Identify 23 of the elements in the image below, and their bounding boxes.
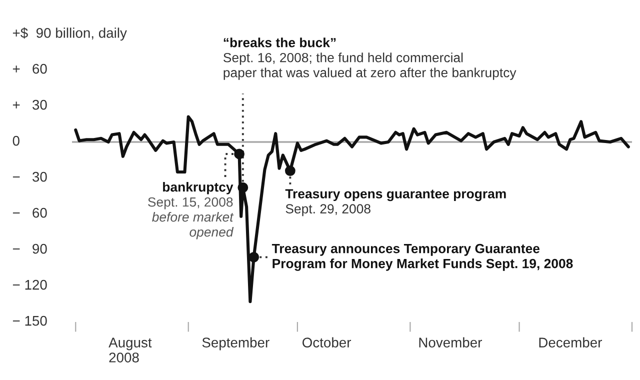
line-series — [74, 115, 630, 304]
point — [284, 166, 296, 176]
x-tick-label: November — [419, 337, 482, 348]
x-tick-label: October — [302, 337, 352, 348]
x-tick-label: September — [202, 337, 270, 350]
y-tick-label: 0 — [12, 136, 20, 146]
x-tick-label: August 2008 — [108, 338, 152, 362]
x-tick-label: December — [539, 337, 602, 348]
y-tick-label: +$ 90 billion, daily — [12, 27, 127, 41]
y-tick-label: − 150 — [12, 316, 47, 326]
point — [238, 182, 248, 193]
annotation: Treasury announces Temporary Guarantee Program for Money Market Funds Sept. 19, 2008 — [272, 244, 573, 271]
annotation: bankruptcy Sept. 15, 2008 before market opened — [148, 182, 234, 240]
y-tick-label: − 30 — [12, 172, 47, 182]
y-tick-label: − 60 — [12, 208, 47, 218]
point — [234, 148, 244, 160]
y-tick-label: + 60 — [12, 64, 47, 74]
y-tick-label: − 120 — [12, 280, 47, 290]
annotation: Treasury opens guarantee program Sept. 29, 2008 — [285, 189, 506, 216]
y-tick-label: + 30 — [12, 100, 47, 110]
y-tick-label: − 90 — [12, 244, 47, 254]
point — [248, 252, 260, 262]
annotation: “breaks the buck” Sept. 16, 2008; the fund held commercial paper that was valued at zero after the bankruptcy — [224, 38, 516, 80]
